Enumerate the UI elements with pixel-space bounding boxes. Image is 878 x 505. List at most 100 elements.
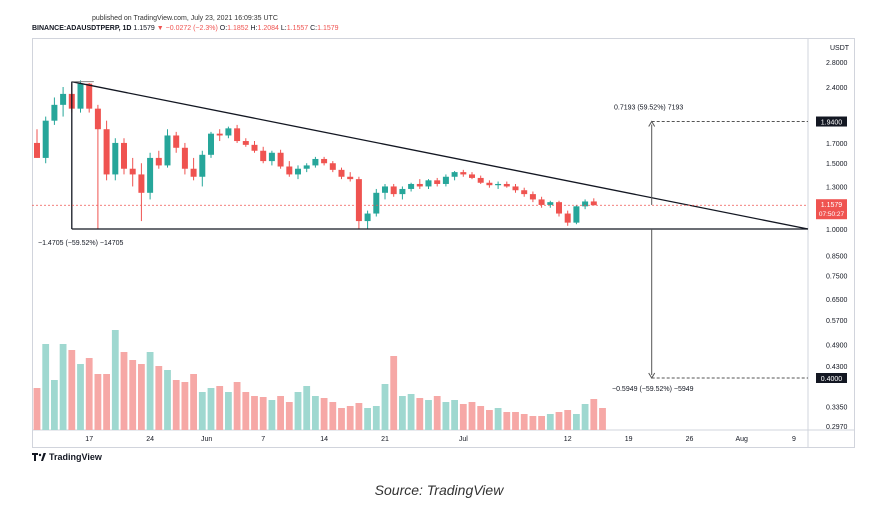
volume-bar: [190, 374, 197, 430]
candle-body: [173, 135, 180, 148]
candle-body: [51, 104, 58, 121]
time-tick-label: Jun: [201, 436, 212, 443]
published-line: published on TradingView.com, July 23, 2…: [92, 15, 278, 22]
volume-bar: [407, 394, 415, 430]
volume-bar: [259, 397, 267, 430]
candle-body: [416, 183, 423, 187]
close-value: 1.1579: [317, 25, 339, 32]
volume-bar: [381, 384, 389, 430]
price-tick-label: 0.7500: [826, 274, 848, 281]
time-tick-label: 21: [381, 436, 389, 443]
time-tick-label: 14: [320, 436, 328, 443]
price-change-value: −0.0272 (−2.3%): [165, 25, 218, 32]
candle-body: [286, 166, 293, 175]
candle-body: [329, 163, 336, 170]
candle-body: [208, 133, 214, 155]
candle-body: [460, 172, 467, 175]
time-tick-label: 24: [146, 436, 154, 443]
volume-bar: [277, 396, 284, 430]
ohlc-line: BINANCE:ADAUSDTPERP, 1D 1.1579 ▼ −0.0272…: [32, 24, 339, 34]
candle-body: [260, 150, 267, 162]
volume-bar: [529, 416, 537, 430]
candle-body: [86, 83, 93, 109]
time-tick-label: 17: [85, 436, 93, 443]
source-caption: Source: TradingView: [374, 482, 504, 498]
annotation-down: −0.5949 (−59.52%) −5949: [612, 386, 694, 393]
volume-bar: [172, 380, 180, 430]
volume-bar: [486, 410, 493, 430]
volume-bar: [459, 404, 467, 430]
candle-body: [512, 186, 519, 191]
volume-bar: [320, 398, 328, 430]
volume-bar: [207, 388, 215, 430]
candle-body: [364, 213, 371, 222]
candle-body: [225, 128, 232, 136]
candle-body: [251, 144, 258, 151]
candle-body: [42, 120, 49, 158]
volume-bar: [146, 352, 154, 430]
volume-bar: [233, 382, 241, 430]
volume-bar: [503, 412, 511, 430]
candle-body: [303, 165, 310, 169]
candle-body: [199, 154, 206, 177]
price-tick-label: 0.2970: [826, 424, 848, 431]
volume-bar: [120, 352, 128, 430]
volume-bar: [155, 366, 163, 430]
candle-body: [399, 188, 406, 195]
volume-bar: [590, 399, 598, 430]
candle-body: [573, 206, 580, 223]
volume-bar: [390, 356, 398, 430]
close-label: C:: [310, 25, 318, 32]
price-tick-label: 0.3350: [826, 404, 848, 411]
candle-body: [147, 157, 154, 193]
candle-body: [538, 199, 545, 205]
volume-bar: [433, 396, 441, 430]
volume-bar: [268, 400, 276, 430]
candle-body: [242, 141, 249, 145]
low-label: L:: [280, 25, 287, 32]
volume-bar: [251, 396, 258, 430]
volume-bar: [546, 414, 554, 430]
volume-bar: [77, 364, 84, 430]
volume-bar: [451, 400, 458, 430]
candle-body: [521, 190, 528, 195]
volume-bar: [129, 360, 137, 430]
volume-bar: [59, 344, 67, 430]
volume-bar: [181, 382, 189, 430]
volume-bar: [468, 402, 476, 430]
candle-body: [295, 168, 301, 175]
time-tick-label: Aug: [735, 436, 748, 443]
candle-body: [556, 202, 562, 214]
volume-bar: [164, 370, 171, 430]
symbol-label: BINANCE:ADAUSDTPERP, 1D: [32, 25, 132, 32]
candle-body: [382, 186, 388, 193]
chart-frame: [32, 38, 855, 448]
descending-trendline: [71, 81, 809, 230]
time-tick-label: 7: [261, 436, 265, 443]
candle-body: [451, 172, 458, 177]
volume-bar: [225, 392, 232, 430]
candle-body: [155, 157, 162, 166]
tradingview-logo-text: TradingView: [49, 452, 102, 462]
open-value: 1.1852: [227, 25, 249, 32]
time-tick-label: 9: [792, 436, 796, 443]
candle-body: [34, 142, 40, 158]
candle-body: [129, 168, 136, 175]
volume-bar: [329, 402, 337, 430]
tradingview-logo-icon: [32, 453, 46, 461]
time-tick-label: 12: [564, 436, 572, 443]
annotation-left: −1.4705 (−59.52%) −14705: [38, 240, 124, 247]
candle-body: [112, 142, 119, 175]
volume-bar: [494, 408, 502, 430]
price-tick-label: 1.7000: [826, 141, 848, 148]
volume-bar: [538, 416, 545, 430]
candle-body: [390, 186, 397, 195]
currency-label: USDT: [830, 45, 850, 52]
candle-body: [181, 147, 188, 169]
candle-body: [164, 135, 171, 166]
target-up-tag: [816, 116, 847, 127]
countdown-tag-label: 07:50:27: [819, 211, 845, 218]
high-label: H:: [250, 25, 258, 32]
price-tick-label: 0.6500: [826, 297, 848, 304]
